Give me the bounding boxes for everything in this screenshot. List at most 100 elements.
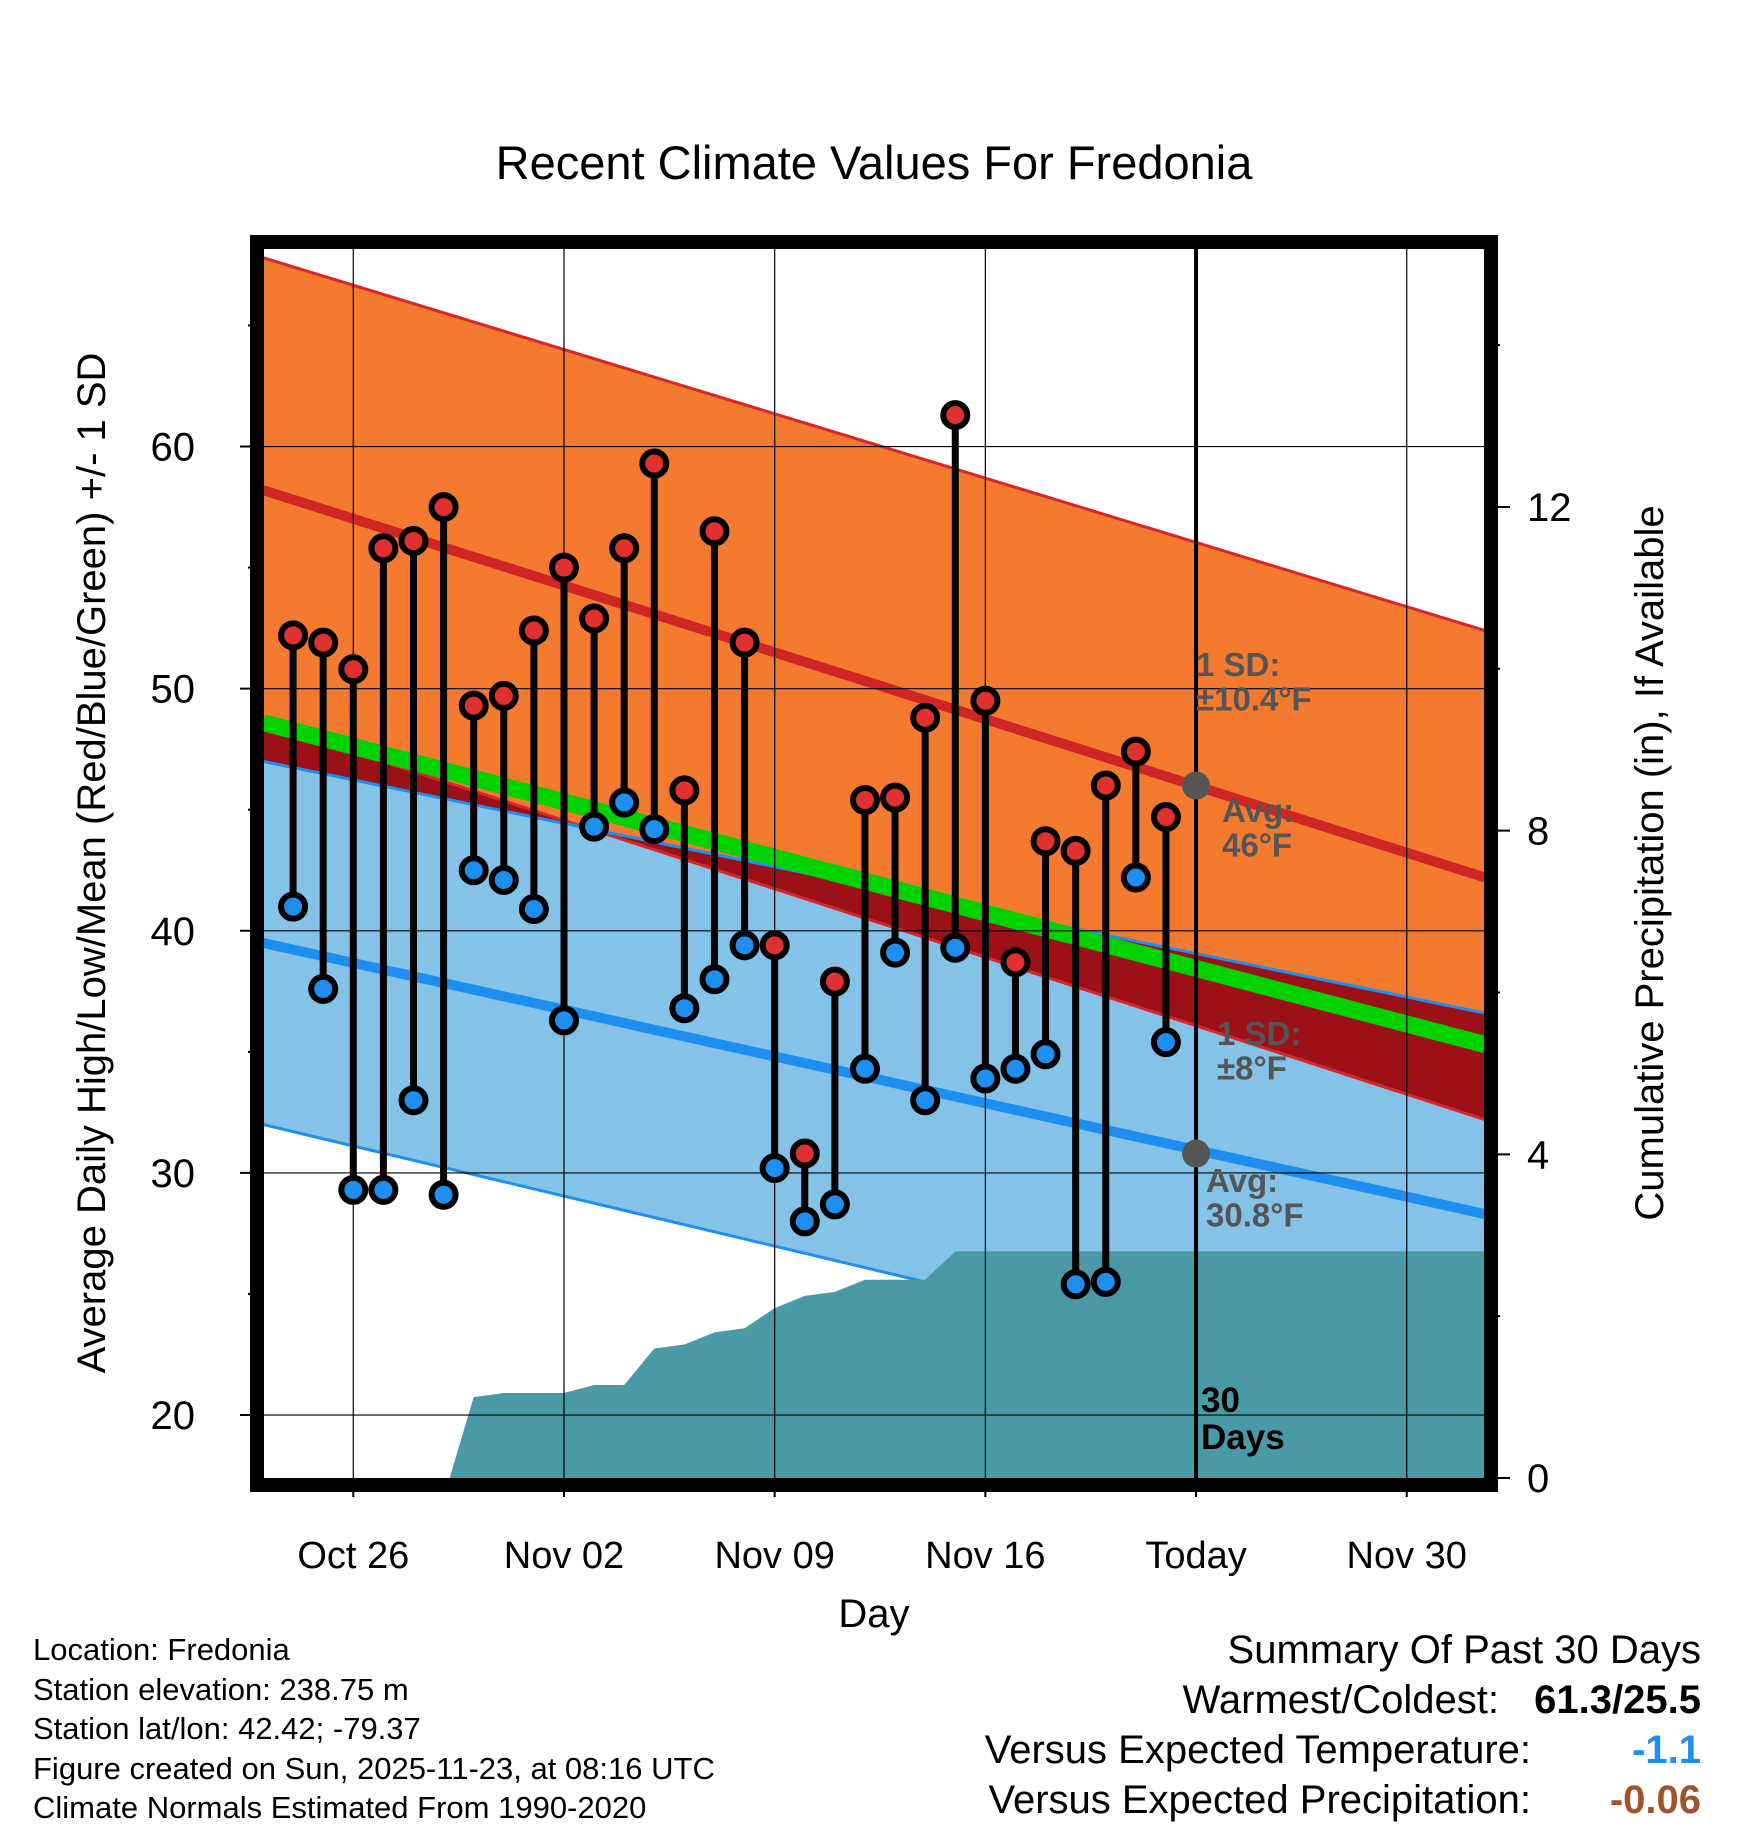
daily-high-point: [518, 615, 549, 646]
summary-title: Summary Of Past 30 Days: [1227, 1628, 1701, 1672]
y-tick-label: 20: [151, 1394, 196, 1438]
daily-low-point: [789, 1206, 820, 1237]
daily-low-point: [910, 1085, 941, 1116]
daily-low-point: [1120, 862, 1151, 893]
daily-low-point: [759, 1153, 790, 1184]
daily-high-point: [639, 448, 670, 479]
y-axis-label: Average Daily High/Low/Mean (Red/Blue/Gr…: [70, 353, 114, 1374]
y2-tick-label: 12: [1527, 486, 1572, 530]
daily-low-point: [518, 894, 549, 925]
x-tick-label: Nov 02: [504, 1535, 624, 1577]
x-tick-label: Oct 26: [297, 1535, 409, 1577]
daily-high-point: [548, 552, 579, 583]
daily-low-point: [579, 811, 610, 842]
daily-high-point: [819, 966, 850, 997]
elevation-text: Station elevation: 238.75 m: [33, 1671, 409, 1707]
daily-low-point: [699, 964, 730, 995]
y2-tick-label: 8: [1527, 810, 1549, 854]
today-high-avg-marker: [1182, 771, 1211, 800]
mean-avg-line: [263, 714, 1485, 1053]
daily-high-point: [278, 620, 309, 651]
daily-low-point: [1150, 1027, 1181, 1058]
daily-low-point: [819, 1189, 850, 1220]
low-avg-annotation: Avg: 30.8°F: [1206, 1162, 1304, 1234]
daily-high-point: [1090, 770, 1121, 801]
y-tick-label: 40: [151, 910, 196, 954]
precip-label: Versus Expected Precipitation:: [988, 1778, 1531, 1822]
daily-low-point: [729, 930, 760, 961]
normals-text: Climate Normals Estimated From 1990-2020: [33, 1790, 647, 1825]
daily-high-point: [880, 782, 911, 813]
daily-low-point: [940, 932, 971, 963]
x-axis-label: Day: [838, 1592, 909, 1636]
daily-high-point: [910, 702, 941, 733]
daily-low-point: [368, 1174, 399, 1205]
daily-low-point: [1090, 1266, 1121, 1297]
daily-high-point: [940, 400, 971, 431]
chart-title: Recent Climate Values For Fredonia: [496, 136, 1254, 189]
daily-high-point: [338, 654, 369, 685]
daily-low-point: [1030, 1039, 1061, 1070]
temp-value: -1.1: [1632, 1728, 1701, 1772]
daily-high-point: [669, 775, 700, 806]
daily-high-point: [308, 627, 339, 658]
high-avg-annotation: Avg: 46°F: [1222, 792, 1294, 864]
today-low-avg-marker: [1182, 1139, 1211, 1168]
warm-cold-row: Warmest/Coldest: 61.3/25.5: [985, 1675, 1701, 1725]
x-tick-label: Nov 16: [925, 1535, 1045, 1577]
daily-low-point: [639, 814, 670, 845]
y2-tick-label: 4: [1527, 1133, 1549, 1177]
daily-low-point: [1000, 1053, 1031, 1084]
daily-low-point: [609, 787, 640, 818]
plot-frame: [250, 235, 1498, 1492]
daily-high-point: [1000, 947, 1031, 978]
precip-value: -0.06: [1609, 1778, 1701, 1822]
daily-high-point: [488, 680, 519, 711]
precip-row: Versus Expected Precipitation: -0.06: [985, 1775, 1701, 1825]
daily-low-point: [849, 1053, 880, 1084]
daily-high-point: [398, 525, 429, 556]
summary-panel: Summary Of Past 30 Days Warmest/Coldest:…: [985, 1625, 1701, 1825]
daily-high-point: [699, 516, 730, 547]
daily-high-point: [458, 690, 489, 721]
location-text: Location: Fredonia: [33, 1632, 290, 1667]
daily-low-point: [398, 1085, 429, 1116]
high-avg-line: [263, 485, 1485, 883]
daily-low-point: [308, 973, 339, 1004]
y-tick-label: 50: [151, 668, 196, 712]
daily-high-point: [1120, 736, 1151, 767]
daily-low-point: [428, 1179, 459, 1210]
station-info: Location: Fredonia Station elevation: 23…: [33, 1630, 715, 1828]
high-sd-annotation-line: 1 SD:: [1196, 646, 1280, 683]
y-tick-label: 60: [151, 426, 196, 470]
high-avg-annotation-line: 46°F: [1222, 827, 1292, 864]
daily-high-point: [970, 685, 1001, 716]
daily-low-point: [1060, 1269, 1091, 1300]
high-sd-annotation-line: ±10.4°F: [1196, 681, 1312, 718]
low-sd-annotation-line: ±8°F: [1217, 1050, 1287, 1087]
created-text: Figure created on Sun, 2025-11-23, at 08…: [33, 1750, 715, 1786]
days-annotation: 30 Days: [1201, 1381, 1285, 1457]
daily-low-point: [880, 937, 911, 968]
high-sd-annotation: 1 SD: ±10.4°F: [1196, 646, 1312, 718]
precip-area: [449, 1251, 1485, 1478]
daily-high-point: [1060, 835, 1091, 866]
low-avg-annotation-line: Avg:: [1206, 1162, 1278, 1199]
daily-high-point: [1150, 801, 1181, 832]
low-avg-annotation-line: 30.8°F: [1206, 1197, 1304, 1234]
days-annotation-line: Days: [1201, 1418, 1285, 1457]
daily-high-point: [579, 603, 610, 634]
x-tick-label: Today: [1145, 1535, 1246, 1577]
daily-low-point: [458, 855, 489, 886]
daily-low-point: [278, 891, 309, 922]
low-sd-annotation: 1 SD: ±8°F: [1217, 1015, 1301, 1087]
high-avg-annotation-line: Avg:: [1222, 792, 1294, 829]
axes: Oct 26 Nov 02 Nov 09 Nov 16 Today Nov 30 20 30 4…: [151, 324, 1572, 1577]
daily-low-point: [488, 864, 519, 895]
daily-low-point: [669, 993, 700, 1024]
daily-high-point: [609, 533, 640, 564]
y2-axis-label: Cumulative Precipitation (in), If Availa…: [1628, 505, 1672, 1220]
daily-high-point: [789, 1138, 820, 1169]
x-tick-label: Nov 09: [714, 1535, 834, 1577]
